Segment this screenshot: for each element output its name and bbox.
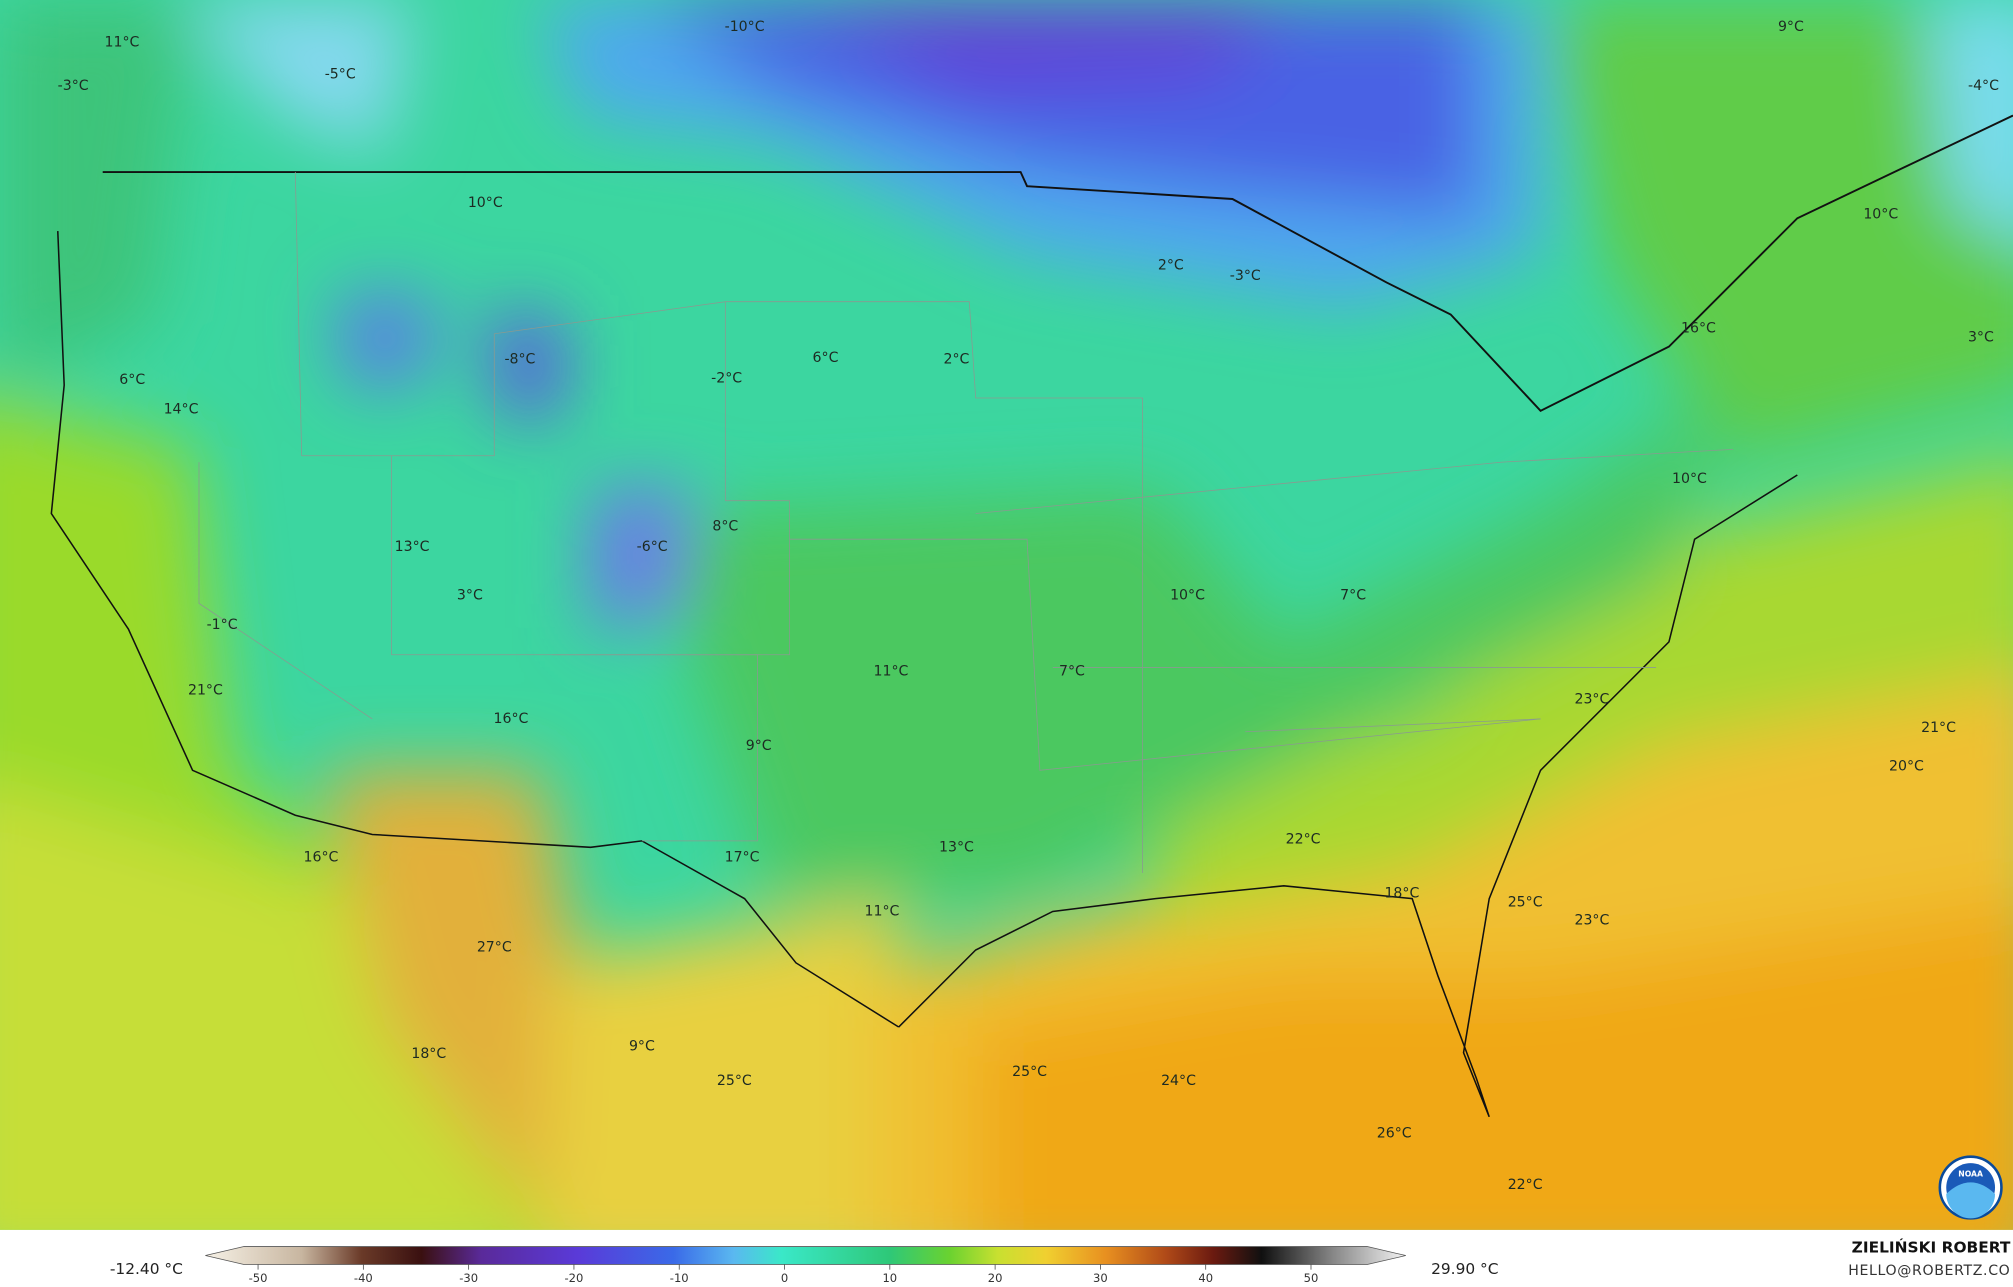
temperature-label: 3°C <box>1968 330 1994 346</box>
temperature-label: -2°C <box>711 371 742 387</box>
colorbar-tick-label: 40 <box>1198 1271 1213 1285</box>
temperature-label: -1°C <box>207 617 238 633</box>
temperature-label: 16°C <box>1681 321 1716 337</box>
colorbar-tick-label: 30 <box>1093 1271 1108 1285</box>
temperature-label: 13°C <box>395 539 430 555</box>
temperature-label: 8°C <box>712 518 738 534</box>
temperature-label: 17°C <box>725 850 760 866</box>
colorbar-tick-label: 10 <box>882 1271 897 1285</box>
colorbar-tick-label: -20 <box>565 1271 584 1285</box>
temperature-label: 23°C <box>1574 912 1609 928</box>
colorbar-ticks: -50 -40 -30 -20 -10 0 10 20 30 40 50 <box>249 1264 1319 1285</box>
colorbar-tick-label: 0 <box>781 1271 788 1285</box>
temperature-label: -3°C <box>1230 268 1261 284</box>
temperature-label: 10°C <box>468 195 503 211</box>
temperature-label: 7°C <box>1340 588 1366 604</box>
temperature-label: 9°C <box>746 738 772 754</box>
temperature-label: 2°C <box>943 351 969 367</box>
temperature-label: 16°C <box>304 850 339 866</box>
temperature-label: 14°C <box>164 402 199 418</box>
min-label: -12.40 °C <box>110 1260 183 1278</box>
credit-name: ZIELIŃSKI ROBERT <box>1852 1237 2011 1256</box>
colorbar <box>205 1246 1406 1265</box>
temperature-label: 22°C <box>1508 1177 1543 1193</box>
temperature-label: 11°C <box>105 34 140 50</box>
temperature-label: 16°C <box>494 711 529 727</box>
temperature-label: 10°C <box>1672 471 1707 487</box>
temperature-label: -10°C <box>725 19 765 35</box>
temperature-label: 18°C <box>411 1046 446 1062</box>
temperature-label: 3°C <box>457 588 483 604</box>
temperature-label: 13°C <box>939 839 974 855</box>
temperature-label: 24°C <box>1161 1073 1196 1089</box>
temperature-label: -5°C <box>325 66 356 82</box>
temperature-label: 26°C <box>1377 1126 1412 1142</box>
temperature-label: 20°C <box>1889 758 1924 774</box>
colorbar-tick-label: 20 <box>988 1271 1003 1285</box>
temperature-label: 25°C <box>1012 1064 1047 1080</box>
temperature-label: 27°C <box>477 939 512 955</box>
temperature-label: 7°C <box>1059 663 1085 679</box>
temperature-label: 10°C <box>1863 206 1898 222</box>
credit-email: HELLO@ROBERTZ.CO <box>1848 1263 2010 1279</box>
temperature-label: 18°C <box>1384 886 1419 902</box>
max-label: 29.90 °C <box>1431 1260 1498 1278</box>
temperature-label: -8°C <box>504 351 535 367</box>
temperature-label: 23°C <box>1574 692 1609 708</box>
map-labels: 11°C -3°C -5°C -10°C 9°C -4°C 10°C 2°C -3°C 10°C 1… <box>58 19 1999 1193</box>
temperature-label: 25°C <box>1508 895 1543 911</box>
colorbar-tick-label: -30 <box>459 1271 478 1285</box>
temperature-label: 25°C <box>717 1073 752 1089</box>
temperature-label: -6°C <box>637 539 668 555</box>
temperature-label: 21°C <box>188 683 223 699</box>
temperature-label: 6°C <box>813 350 839 366</box>
temperature-label: 9°C <box>629 1038 655 1054</box>
logo-text: NOAA <box>1958 1170 1983 1179</box>
colorbar-tick-label: -50 <box>249 1271 268 1285</box>
colorbar-tick-label: -10 <box>670 1271 689 1285</box>
temperature-label: 6°C <box>119 372 145 388</box>
colorbar-tick-label: -40 <box>354 1271 373 1285</box>
temperature-label: 11°C <box>865 903 900 919</box>
temperature-label: 22°C <box>1286 832 1321 848</box>
colorbar-tick-label: 50 <box>1304 1271 1319 1285</box>
temperature-label: 11°C <box>874 663 909 679</box>
temperature-label: 9°C <box>1778 19 1804 35</box>
temperature-label: 10°C <box>1170 588 1205 604</box>
temperature-label: -3°C <box>58 78 89 94</box>
temperature-label: 2°C <box>1158 258 1184 274</box>
temperature-label: -4°C <box>1968 78 1999 94</box>
temperature-label: 21°C <box>1921 720 1956 736</box>
